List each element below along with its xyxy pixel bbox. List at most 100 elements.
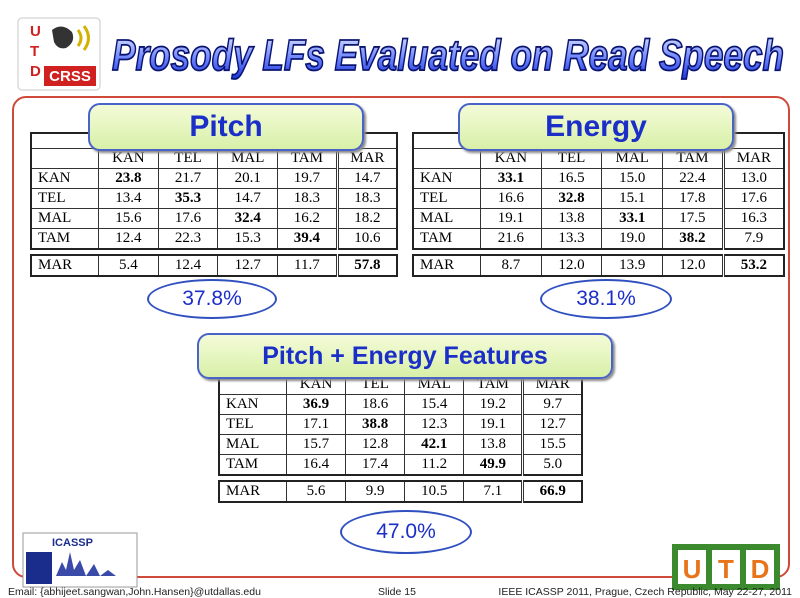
results-table: KAN TEL MAL TAM MAR KAN 33.1 16.5 15.0 22.4 13.0 TE… bbox=[412, 132, 785, 277]
table-cell: 17.4 bbox=[345, 454, 406, 476]
mar-table: MAR 5.6 9.9 10.5 7.1 66.9 bbox=[218, 480, 583, 503]
table-cell: 49.9 bbox=[463, 454, 524, 476]
table-cell: 12.7 bbox=[217, 254, 279, 277]
utd-letter: T bbox=[718, 554, 734, 584]
table-row: TEL 16.6 32.8 15.1 17.8 17.6 bbox=[412, 188, 785, 209]
table-cell: 11.7 bbox=[277, 254, 338, 277]
utd-letter: U bbox=[683, 554, 702, 584]
table-cell: 16.6 bbox=[480, 188, 542, 209]
column-header: MAR bbox=[335, 148, 398, 169]
table-cell: 39.4 bbox=[277, 228, 338, 250]
column-header: KAN bbox=[480, 148, 542, 169]
table-cell: 32.4 bbox=[217, 208, 279, 229]
table-cell: 14.7 bbox=[335, 168, 398, 189]
table-row: MAL 15.6 17.6 32.4 16.2 18.2 bbox=[30, 208, 398, 229]
table-cell: 12.8 bbox=[345, 434, 406, 455]
table-cell: 8.7 bbox=[480, 254, 542, 277]
table-cell: 21.6 bbox=[480, 228, 542, 250]
row-label: KAN bbox=[218, 394, 287, 415]
corner-cell bbox=[30, 148, 99, 169]
icassp-skyline bbox=[56, 552, 116, 576]
header: U T D CRSS Prosody LFs Evaluated on Read… bbox=[17, 17, 785, 91]
row-label: TEL bbox=[412, 188, 481, 209]
table-cell: 36.9 bbox=[285, 394, 347, 415]
table-cell: 21.7 bbox=[157, 168, 219, 189]
table-row: TAM 12.4 22.3 15.3 39.4 10.6 bbox=[30, 228, 398, 250]
table-cell: 23.8 bbox=[98, 168, 159, 189]
table-cell: 11.2 bbox=[404, 454, 465, 476]
table-cell: 38.8 bbox=[345, 414, 406, 435]
accuracy: 38.1% bbox=[540, 279, 672, 319]
row-label: KAN bbox=[30, 168, 99, 189]
icassp-logo: ICASSP bbox=[22, 532, 138, 588]
feature-label: Energy bbox=[458, 103, 734, 151]
table-cell: 33.1 bbox=[601, 208, 664, 229]
row-label: TAM bbox=[218, 454, 287, 476]
row-label: TAM bbox=[412, 228, 481, 250]
logo-lab: CRSS bbox=[49, 68, 91, 85]
table-row: MAR 5.6 9.9 10.5 7.1 66.9 bbox=[218, 480, 583, 503]
logo-letter: T bbox=[30, 43, 39, 60]
mar-table: MAR 8.7 12.0 13.9 12.0 53.2 bbox=[412, 254, 785, 277]
table-cell: 15.7 bbox=[285, 434, 347, 455]
row-label: MAR bbox=[412, 254, 481, 277]
table-cell: 13.0 bbox=[721, 168, 785, 189]
row-label: MAL bbox=[30, 208, 99, 229]
table-cell: 14.7 bbox=[217, 188, 279, 209]
logo-waves bbox=[76, 25, 90, 51]
table-cell: 15.3 bbox=[217, 228, 279, 250]
utd-logo: U T D bbox=[672, 544, 780, 590]
row-label: KAN bbox=[412, 168, 481, 189]
table-cell: 10.6 bbox=[335, 228, 398, 250]
table-row: TAM 21.6 13.3 19.0 38.2 7.9 bbox=[412, 228, 785, 250]
column-header: TEL bbox=[540, 148, 603, 169]
table-cell: 5.6 bbox=[285, 480, 347, 503]
table-row: KAN 33.1 16.5 15.0 22.4 13.0 bbox=[412, 168, 785, 189]
table-cell: 19.1 bbox=[463, 414, 524, 435]
column-header: TAM bbox=[662, 148, 724, 169]
corner-cell bbox=[412, 148, 481, 169]
row-label: MAR bbox=[30, 254, 99, 277]
logo-lab-box bbox=[44, 66, 96, 86]
mar-table: MAR 5.4 12.4 12.7 11.7 57.8 bbox=[30, 254, 398, 277]
table-cell: 16.2 bbox=[277, 208, 338, 229]
table-cell: 15.1 bbox=[601, 188, 664, 209]
slide-title: Prosody LFs Evaluated on Read Speech bbox=[112, 31, 784, 80]
accuracy: 37.8% bbox=[147, 279, 277, 319]
table-cell: 13.8 bbox=[540, 208, 603, 229]
column-header: MAL bbox=[601, 148, 664, 169]
table-cell: 20.1 bbox=[217, 168, 279, 189]
column-header: TAM bbox=[277, 148, 338, 169]
table-cell: 10.5 bbox=[404, 480, 465, 503]
feature-label: Pitch bbox=[88, 103, 364, 151]
footer-email: Email: {abhijeet.sangwan,John.Hansen}@ut… bbox=[8, 586, 261, 598]
column-header: KAN bbox=[98, 148, 159, 169]
table-cell: 22.3 bbox=[157, 228, 219, 250]
table-cell: 19.0 bbox=[601, 228, 664, 250]
table-cell: 66.9 bbox=[521, 480, 583, 503]
row-label: MAL bbox=[412, 208, 481, 229]
icassp-badge bbox=[26, 552, 52, 584]
table-cell: 19.1 bbox=[480, 208, 542, 229]
slide-frame bbox=[12, 96, 790, 578]
table-cell: 16.5 bbox=[540, 168, 603, 189]
table-cell: 19.7 bbox=[277, 168, 338, 189]
logo-letter: U bbox=[30, 23, 41, 40]
table-cell: 12.4 bbox=[157, 254, 219, 277]
table-cell: 13.8 bbox=[463, 434, 524, 455]
table-cell: 18.3 bbox=[277, 188, 338, 209]
footer-conference: IEEE ICASSP 2011, Prague, Czech Republic… bbox=[498, 586, 792, 598]
table-cell: 17.8 bbox=[662, 188, 724, 209]
table-row: MAL 15.7 12.8 42.1 13.8 15.5 bbox=[218, 434, 583, 455]
footer-slide: Slide 15 bbox=[378, 586, 416, 598]
table-cell: 18.3 bbox=[335, 188, 398, 209]
table-cell: 7.9 bbox=[721, 228, 785, 250]
row-label: TEL bbox=[30, 188, 99, 209]
table-cell: 19.2 bbox=[463, 394, 524, 415]
logo-head bbox=[52, 26, 74, 49]
table-row: KAN 36.9 18.6 15.4 19.2 9.7 bbox=[218, 394, 583, 415]
table-cell: 42.1 bbox=[404, 434, 465, 455]
table-row: KAN 23.8 21.7 20.1 19.7 14.7 bbox=[30, 168, 398, 189]
column-header: TEL bbox=[157, 148, 219, 169]
